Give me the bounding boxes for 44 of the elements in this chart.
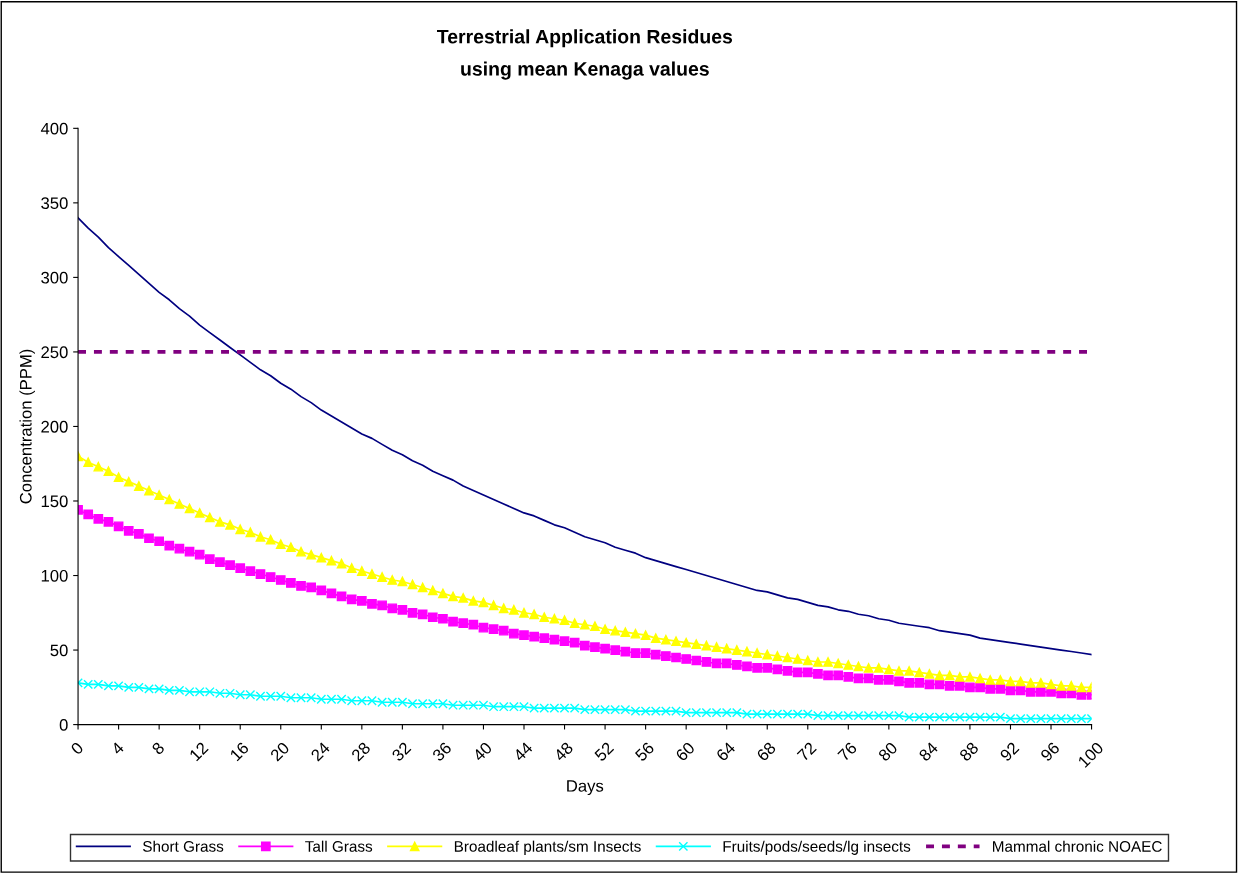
x-tick-label: 68 [756,741,777,762]
y-axis-title: Concentration (PPM) [19,349,35,504]
y-tick-label: 200 [41,420,68,433]
x-tick-label: 100 [1077,741,1105,768]
y-tick-label: 100 [41,569,68,582]
line-series [78,216,1092,656]
x-tick-label: 24 [310,741,331,762]
x-tick-label: 16 [229,741,250,762]
x-tick-label: 20 [269,741,291,762]
x-tick-label: 80 [877,741,899,762]
x-tick-label: 56 [634,741,655,762]
x-axis-title: Days [567,780,604,796]
x-tick-label: 4 [110,741,125,756]
x-tick-label: 92 [999,741,1020,762]
x-tick-label: 48 [553,741,574,763]
y-tick-label: 0 [59,718,68,731]
legend-label: Tall Grass [305,840,373,852]
y-tick-label: 250 [41,346,68,359]
y-tick-label: 350 [41,197,68,210]
y-tick-label: 150 [41,495,68,508]
y-tick-label: 400 [40,122,68,135]
x-tick-label: 28 [350,741,372,762]
x-tick-label: 36 [431,741,453,762]
chart-title: Terrestrial Application Residues using mean Kenaga values [437,29,733,80]
x-tick-label: 44 [512,741,534,762]
x-tick-label: 76 [837,741,858,762]
legend-label: Fruits/pods/seeds/lg insects [723,840,911,855]
x-tick-label: 0 [70,741,85,756]
y-tick-label: 300 [41,271,68,284]
x-tick-label: 60 [675,741,696,762]
x-tick-label: 8 [151,741,166,756]
legend-label: Short Grass [143,840,224,852]
x-tick-label: 12 [188,741,209,762]
x-tick-label: 72 [796,741,817,762]
legend-label: Broadleaf plants/sm Insects [454,840,641,855]
x-tick-label: 52 [593,741,615,762]
y-tick-label: 50 [50,644,68,657]
x-tick-label: 88 [958,741,980,762]
x-tick-label: 84 [918,741,939,762]
legend-label: Mammal chronic NOAEC [993,840,1162,852]
x-tick-label: 64 [715,741,737,762]
x-tick-label: 96 [1039,741,1061,762]
x-tick-label: 32 [391,741,412,762]
x-tick-label: 40 [471,741,493,763]
